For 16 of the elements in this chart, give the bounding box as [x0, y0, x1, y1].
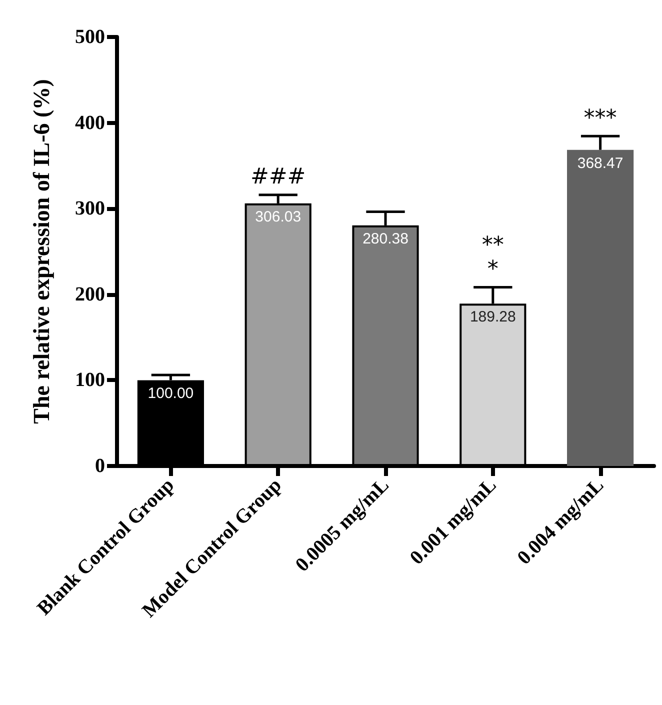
data-label: 306.03	[255, 208, 302, 226]
y-tick-label: 100	[75, 369, 105, 392]
y-tick-label: 400	[75, 112, 105, 134]
data-label: 280.38	[362, 230, 408, 248]
y-tick-label: 0	[95, 455, 105, 477]
y-axis-title: The relative expression of IL-6 (%)	[29, 79, 54, 424]
annotation: ###	[250, 164, 306, 190]
data-label: 368.47	[577, 154, 624, 172]
annotation: ** *	[482, 233, 504, 282]
data-label: 189.28	[470, 308, 516, 326]
annotation: ***	[584, 106, 617, 132]
bar	[567, 150, 634, 466]
data-label: 100.00	[148, 385, 194, 402]
y-tick-label: 200	[75, 283, 105, 306]
y-tick-label: 500	[75, 26, 105, 48]
y-tick-label: 300	[75, 198, 105, 220]
